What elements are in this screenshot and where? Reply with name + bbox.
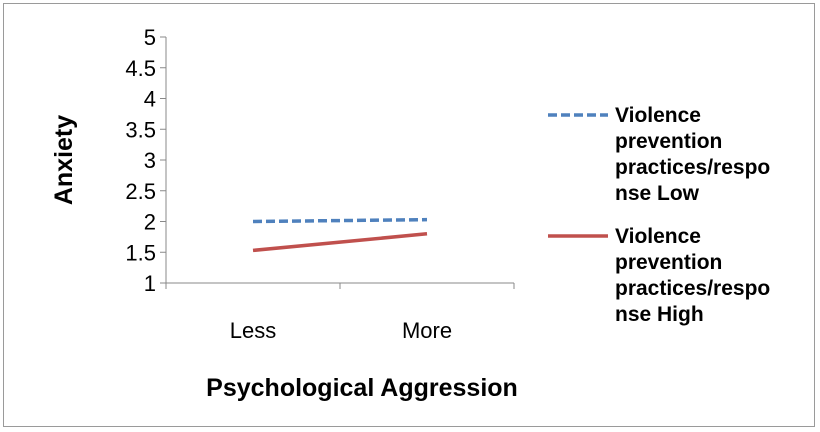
- x-axis-title: Psychological Aggression: [206, 374, 518, 402]
- y-tick-label: 2: [144, 210, 156, 235]
- y-tick-label: 4: [144, 87, 156, 112]
- y-axis-title: Anxiety: [50, 115, 78, 205]
- y-tick-label: 4.5: [125, 56, 156, 81]
- legend-item: Violence prevention practices/respo nse Low: [548, 104, 770, 205]
- legend-label: nse Low: [615, 182, 700, 205]
- legend-label: Violence: [615, 104, 701, 127]
- x-tick-group: Less More: [165, 283, 515, 343]
- plot-area: 1 1.5 2 2.5 3 3.5 4 4.5 5 Less More: [125, 25, 515, 343]
- legend-label: practices/respo: [615, 156, 770, 179]
- legend-label: prevention: [615, 130, 722, 153]
- legend: Violence prevention practices/respo nse Low…: [548, 104, 770, 326]
- y-tick-label: 2.5: [125, 179, 156, 204]
- y-tick-group: 1 1.5 2 2.5 3 3.5 4 4.5 5: [125, 25, 166, 296]
- legend-label: practices/respo: [615, 277, 770, 300]
- legend-item: Violence prevention practices/respo nse Hig…: [548, 225, 770, 326]
- series-line: [252, 217, 428, 224]
- y-tick-label: 1: [144, 271, 156, 296]
- y-tick-label: 5: [144, 25, 156, 50]
- chart-frame: [3, 3, 815, 427]
- x-tick-label: More: [402, 318, 452, 343]
- x-tick-label: Less: [230, 318, 276, 343]
- y-tick-label: 3.5: [125, 117, 156, 142]
- series-group: [252, 217, 428, 253]
- y-tick-label: 1.5: [125, 240, 156, 265]
- y-tick-label: 3: [144, 148, 156, 173]
- legend-label: prevention: [615, 251, 722, 274]
- legend-label: Violence: [615, 225, 701, 248]
- legend-label: nse High: [615, 303, 704, 326]
- series-line: [252, 232, 428, 253]
